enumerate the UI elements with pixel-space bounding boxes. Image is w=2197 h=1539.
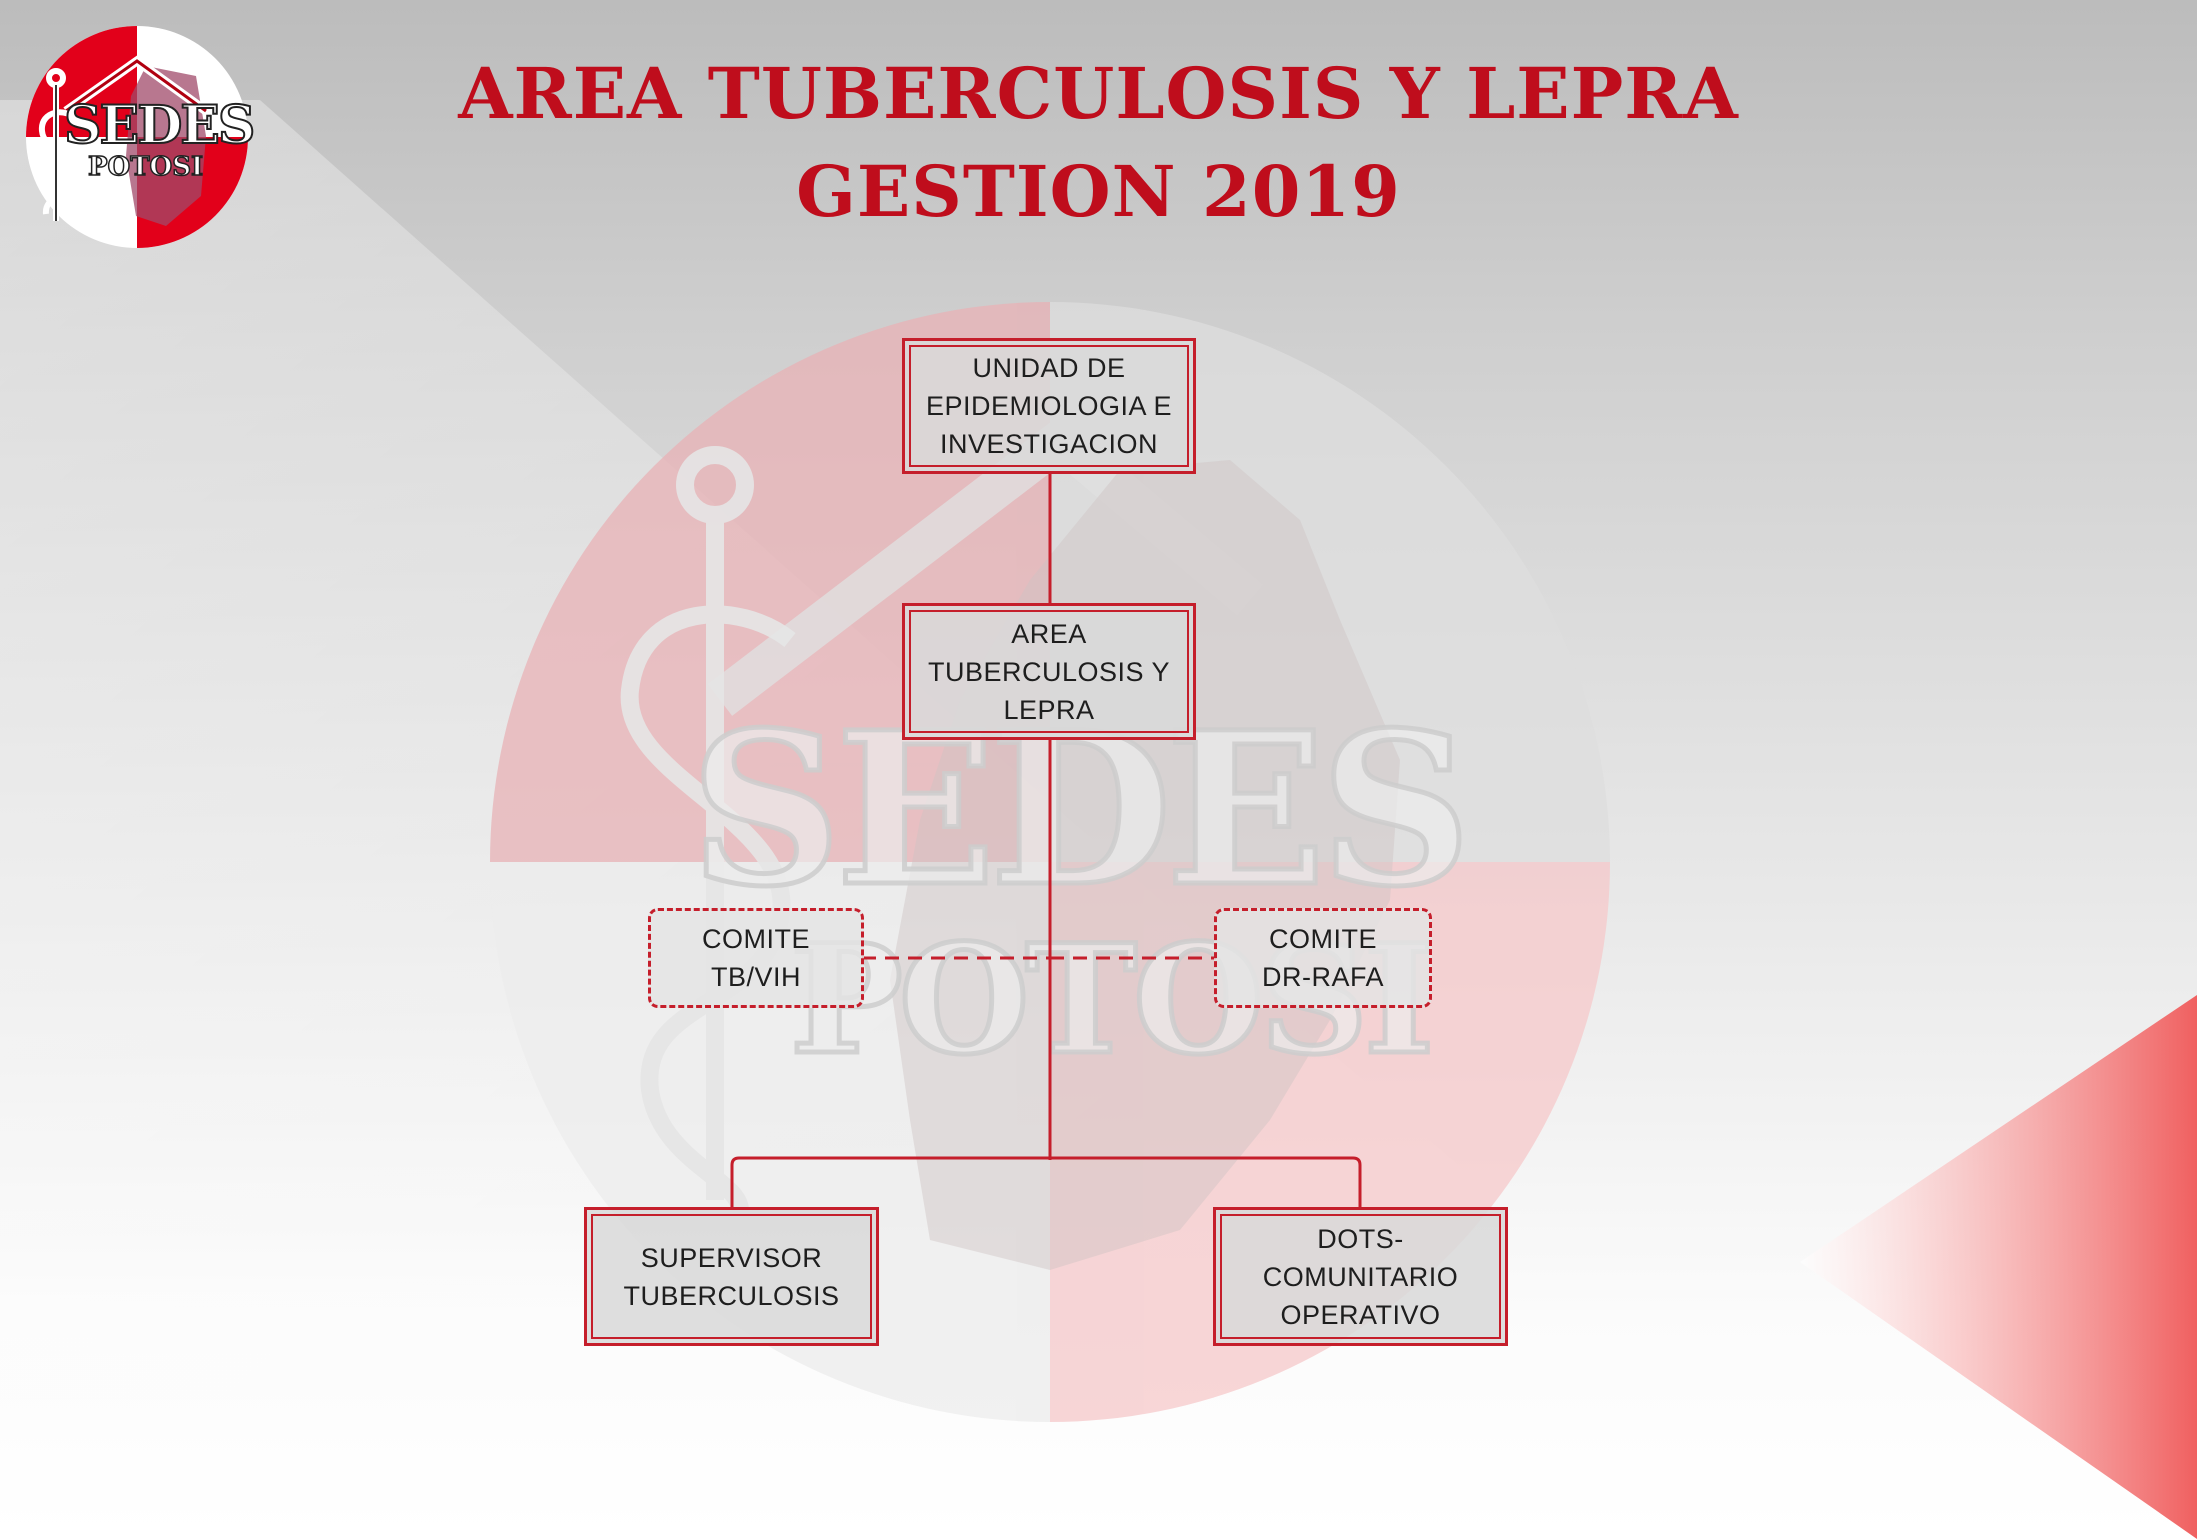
- node-dots-line3: OPERATIVO: [1280, 1299, 1441, 1330]
- node-epi-line2: EPIDEMIOLOGIA E: [925, 391, 1173, 421]
- connector-bottom-branch: [730, 1156, 1362, 1210]
- node-unidad-epidemiologia: UNIDAD DE EPIDEMIOLOGIA E INVESTIGACION: [902, 338, 1196, 474]
- node-dots-line2: COMUNITARIO: [1262, 1261, 1459, 1292]
- node-drrafa-line2: DR-RAFA: [1261, 962, 1384, 992]
- node-tbvih-line1: COMITE: [702, 924, 810, 954]
- node-dots-comunitario: DOTS- COMUNITARIO OPERATIVO: [1213, 1207, 1508, 1346]
- node-epi-line1: UNIDAD DE: [972, 353, 1126, 383]
- node-supervisor-line1: SUPERVISOR: [640, 1242, 823, 1273]
- node-area-line2: TUBERCULOSIS Y: [927, 656, 1171, 687]
- watermark-caduceus-icon: [620, 446, 796, 1212]
- node-epi-line3: INVESTIGACION: [939, 429, 1158, 459]
- page-title-line2: GESTION 2019: [796, 150, 1401, 233]
- node-dots-line1: DOTS-: [1317, 1223, 1404, 1254]
- node-comite-dr-rafa: COMITE DR-RAFA: [1214, 908, 1432, 1008]
- sedes-logo: SEDES POTOSI: [26, 26, 256, 248]
- node-area-line1: AREA: [1011, 618, 1087, 649]
- page-title-line1: AREA TUBERCULOSIS Y LEPRA: [458, 52, 1739, 135]
- logo-text-potosi: POTOSI: [87, 152, 204, 182]
- node-supervisor-tuberculosis: SUPERVISOR TUBERCULOSIS: [584, 1207, 879, 1346]
- logo-badge: [26, 26, 248, 248]
- logo-text-sedes: SEDES: [63, 95, 256, 156]
- node-area-line3: LEPRA: [1003, 694, 1095, 725]
- node-drrafa-line1: COMITE: [1268, 924, 1377, 954]
- node-area-tuberculosis-lepra: AREA TUBERCULOSIS Y LEPRA: [902, 603, 1196, 740]
- node-tbvih-line2: TB/VIH: [710, 962, 801, 992]
- node-supervisor-line2: TUBERCULOSIS: [623, 1280, 840, 1311]
- red-corner-triangle: [1800, 995, 2197, 1539]
- node-comite-tb-vih: COMITE TB/VIH: [648, 908, 864, 1008]
